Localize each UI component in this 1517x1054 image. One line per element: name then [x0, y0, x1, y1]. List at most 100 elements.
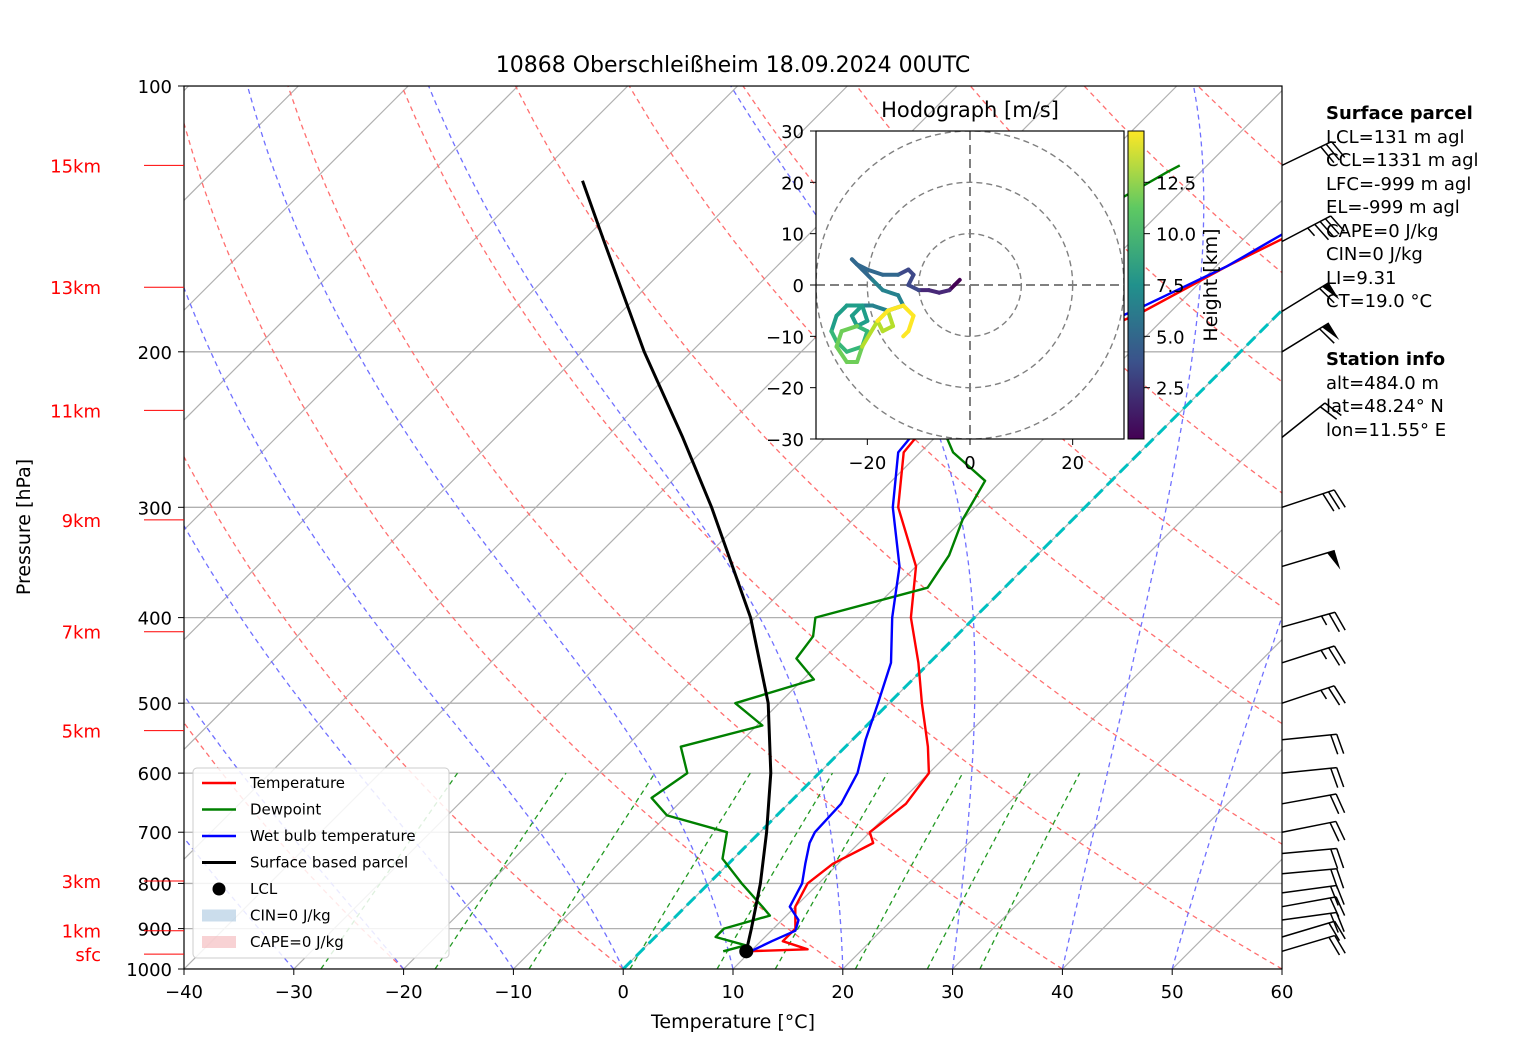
isotherm-gridline — [512, 199, 1282, 969]
wind-barb-staff — [1281, 685, 1335, 704]
wind-barb-staff — [1281, 867, 1337, 875]
wind-barb-flag — [1329, 885, 1339, 906]
x-tick-label: 20 — [831, 982, 854, 1003]
legend-lcl: LCL — [212, 880, 278, 898]
station-lon: lon=11.55° E — [1326, 419, 1447, 441]
wind-barb — [1281, 793, 1346, 815]
wind-barb — [1281, 215, 1345, 243]
x-tick-label: −10 — [494, 982, 532, 1003]
legend-surface-based-parcel: Surface based parcel — [202, 854, 408, 872]
height-tick-label: 5km — [62, 722, 101, 743]
y-axis-label: Pressure [hPa] — [13, 459, 35, 595]
wind-barb-flag — [1336, 868, 1345, 889]
mixing-ratio-line — [434, 772, 567, 969]
wind-barb — [1281, 847, 1345, 869]
y-tick-label: 400 — [138, 609, 172, 630]
legend-temperature: Temperature — [202, 774, 345, 792]
height-tick-label: 1km — [62, 922, 101, 943]
isotherm-gridline — [1061, 748, 1282, 969]
moist-adiabat — [1061, 86, 1205, 969]
wind-barb-staff — [1281, 884, 1337, 894]
hodograph-trace-segment — [870, 303, 890, 313]
x-tick-label: 10 — [722, 982, 745, 1003]
isotherm-gridline — [184, 86, 629, 531]
hodograph-plot — [816, 131, 1124, 439]
height-tick-label: sfc — [75, 945, 101, 966]
hodograph-trace-segment — [829, 313, 839, 334]
x-tick-label: 30 — [941, 982, 964, 1003]
wind-barb-flag — [1328, 647, 1341, 666]
wind-barb-flag — [1336, 848, 1345, 869]
height-tick-label: 15km — [50, 156, 101, 177]
colorbar-tick-label: 12.5 — [1156, 173, 1196, 194]
legend-cape-j-kg: CAPE=0 J/kg — [202, 933, 344, 951]
hodograph-y-tick-label: 20 — [781, 173, 804, 194]
isotherm-gridline — [184, 86, 409, 312]
wind-barb — [1281, 920, 1346, 942]
hodograph-trace-segment — [860, 303, 870, 323]
hodograph-x-tick-label: 0 — [964, 453, 975, 474]
parcel-li: LI=9.31 — [1326, 267, 1397, 289]
x-tick-label: 40 — [1051, 982, 1074, 1003]
height-tick-label: 3km — [62, 872, 101, 893]
legend-swatch — [202, 909, 236, 922]
dry-adiabat — [287, 86, 1063, 969]
wind-barb-staff — [1281, 489, 1335, 509]
wind-barb-flag — [1324, 218, 1340, 235]
legend-label: CAPE=0 J/kg — [250, 933, 344, 951]
wind-barb-flag — [1320, 146, 1335, 164]
dry-adiabat — [184, 721, 405, 969]
wind-barb-flag — [1327, 491, 1341, 510]
isotherm-gridline — [184, 86, 519, 421]
wind-barb-staff — [1281, 645, 1335, 664]
parcel-ccl: CCL=1331 m agl — [1326, 150, 1479, 171]
wind-barb-staff — [1281, 215, 1332, 243]
dry-adiabat — [184, 455, 624, 969]
hodograph-trace-segment — [885, 308, 895, 329]
mixing-ratio-line — [854, 772, 964, 969]
wind-barb-staff — [1281, 820, 1337, 833]
wind-barb-pennant — [1322, 282, 1340, 300]
legend-label: Dewpoint — [250, 801, 321, 819]
legend-label: LCL — [250, 880, 278, 898]
wind-barb-flag — [1329, 794, 1340, 815]
hodograph-trace-segment — [880, 288, 901, 298]
wind-barb — [1281, 549, 1341, 570]
wind-barb-flag — [1333, 489, 1346, 508]
chart-title: 10868 Oberschleißheim 18.09.2024 00UTC — [496, 53, 971, 78]
wind-barb-staff — [1281, 911, 1337, 921]
y-tick-label: 1000 — [126, 960, 172, 981]
wind-barb — [1281, 766, 1345, 788]
wind-barb-staff — [1281, 549, 1335, 568]
wind-barb-flag — [1328, 922, 1341, 942]
hodograph-trace-segment — [901, 303, 916, 318]
y-tick-label: 900 — [138, 920, 172, 941]
legend-swatch — [212, 882, 226, 896]
hodograph-trace-segment — [906, 313, 916, 334]
wind-barb — [1281, 645, 1346, 666]
wind-barb — [1281, 611, 1346, 633]
wind-barb-flag — [1330, 767, 1339, 788]
colorbar-tick-label: 7.5 — [1156, 276, 1185, 297]
parcel-el: EL=-999 m agl — [1326, 197, 1460, 218]
hodograph-y-tick-label: 10 — [781, 225, 804, 246]
wind-barb-flag — [1327, 687, 1341, 706]
hodograph-trace-segment — [860, 318, 880, 349]
hodograph-y-tick-label: 30 — [781, 122, 804, 143]
wind-barb-flag — [1319, 221, 1335, 238]
wind-barb-flag — [1329, 822, 1340, 842]
y-tick-label: 800 — [138, 874, 172, 895]
wind-barb-staff — [1281, 793, 1337, 805]
wind-barb-halfflag — [1320, 649, 1328, 660]
wind-barb-flag — [1333, 645, 1346, 664]
colorbar-tick-label: 10.0 — [1156, 225, 1196, 246]
wind-barb-halfflag — [1320, 689, 1328, 700]
dry-adiabat — [401, 86, 1282, 969]
wind-barb-staff — [1281, 322, 1330, 353]
wind-barb-flag — [1335, 793, 1346, 814]
surface-parcel-heading: Surface parcel — [1326, 103, 1473, 124]
legend-label: Wet bulb temperature — [250, 827, 416, 845]
isotherm-gridline — [952, 638, 1282, 969]
x-axis-label: Temperature [°C] — [650, 1011, 815, 1033]
wind-barb-halfflag — [1307, 227, 1316, 237]
